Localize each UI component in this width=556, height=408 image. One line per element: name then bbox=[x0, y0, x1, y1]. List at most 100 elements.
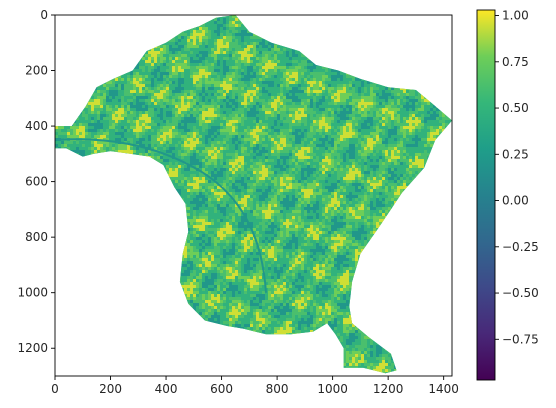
heatmap-cell bbox=[202, 60, 205, 63]
heatmap-cell bbox=[403, 90, 406, 93]
heatmap-cell bbox=[319, 87, 322, 90]
heatmap-cell bbox=[226, 87, 229, 90]
heatmap-cell bbox=[319, 93, 322, 96]
heatmap-cell bbox=[133, 69, 136, 72]
heatmap-cell bbox=[130, 72, 133, 75]
heatmap-cell bbox=[256, 99, 259, 102]
heatmap-cell bbox=[199, 102, 202, 105]
heatmap-cell bbox=[181, 57, 184, 60]
heatmap-cell bbox=[154, 72, 157, 75]
heatmap-cell bbox=[238, 126, 241, 129]
heatmap-cell bbox=[418, 117, 421, 120]
heatmap-cell bbox=[106, 108, 109, 111]
heatmap-cell bbox=[229, 90, 232, 93]
heatmap-cell bbox=[241, 120, 244, 123]
heatmap-cell bbox=[124, 105, 127, 108]
heatmap-cell bbox=[184, 117, 187, 120]
heatmap-cell bbox=[364, 96, 367, 99]
heatmap-cell bbox=[373, 96, 376, 99]
heatmap-cell bbox=[397, 108, 400, 111]
heatmap-cell bbox=[136, 90, 139, 93]
heatmap-cell bbox=[319, 111, 322, 114]
heatmap-cell bbox=[328, 87, 331, 90]
heatmap-cell bbox=[115, 78, 118, 81]
heatmap-cell bbox=[268, 42, 271, 45]
heatmap-cell bbox=[352, 105, 355, 108]
heatmap-cell bbox=[121, 87, 124, 90]
heatmap-cell bbox=[439, 111, 442, 114]
heatmap-cell bbox=[358, 102, 361, 105]
heatmap-cell bbox=[346, 108, 349, 111]
heatmap-cell bbox=[292, 90, 295, 93]
heatmap-cell bbox=[292, 111, 295, 114]
heatmap-cell bbox=[229, 81, 232, 84]
heatmap-cell bbox=[388, 123, 391, 126]
heatmap-cell bbox=[349, 99, 352, 102]
heatmap-cell bbox=[400, 111, 403, 114]
heatmap-cell bbox=[253, 117, 256, 120]
heatmap-cell bbox=[112, 81, 115, 84]
heatmap-cell bbox=[85, 105, 88, 108]
heatmap-cell bbox=[193, 78, 196, 81]
heatmap-cell bbox=[256, 117, 259, 120]
heatmap-cell bbox=[265, 102, 268, 105]
heatmap-cell bbox=[181, 93, 184, 96]
heatmap-cell bbox=[160, 72, 163, 75]
heatmap-cell bbox=[283, 93, 286, 96]
heatmap-cell bbox=[424, 117, 427, 120]
heatmap-cell bbox=[241, 99, 244, 102]
heatmap-cell bbox=[286, 99, 289, 102]
heatmap-cell bbox=[430, 123, 433, 126]
heatmap-cell bbox=[151, 93, 154, 96]
heatmap-cell bbox=[292, 123, 295, 126]
heatmap-cell bbox=[94, 99, 97, 102]
heatmap-cell bbox=[310, 108, 313, 111]
heatmap-cell bbox=[301, 75, 304, 78]
heatmap-cell bbox=[139, 75, 142, 78]
heatmap-cell bbox=[274, 81, 277, 84]
heatmap-cell bbox=[259, 60, 262, 63]
heatmap-cell bbox=[190, 123, 193, 126]
heatmap-cell bbox=[289, 105, 292, 108]
heatmap-cell bbox=[271, 102, 274, 105]
heatmap-cell bbox=[223, 111, 226, 114]
heatmap-cell bbox=[244, 42, 247, 45]
heatmap-cell bbox=[244, 51, 247, 54]
heatmap-cell bbox=[313, 66, 316, 69]
heatmap-cell bbox=[154, 117, 157, 120]
heatmap-cell bbox=[139, 69, 142, 72]
heatmap-cell bbox=[253, 69, 256, 72]
heatmap-cell bbox=[274, 90, 277, 93]
heatmap-cell bbox=[220, 30, 223, 33]
heatmap-cell bbox=[181, 48, 184, 51]
heatmap-cell bbox=[289, 84, 292, 87]
heatmap-cell bbox=[178, 78, 181, 81]
heatmap-cell bbox=[280, 69, 283, 72]
heatmap-cell bbox=[289, 60, 292, 63]
heatmap-cell bbox=[406, 117, 409, 120]
heatmap-cell bbox=[193, 81, 196, 84]
heatmap-cell bbox=[301, 60, 304, 63]
heatmap-cell bbox=[202, 63, 205, 66]
heatmap-cell bbox=[349, 81, 352, 84]
heatmap-cell bbox=[328, 108, 331, 111]
heatmap-cell bbox=[220, 36, 223, 39]
heatmap-cell bbox=[217, 69, 220, 72]
heatmap-cell bbox=[136, 81, 139, 84]
heatmap-cell bbox=[271, 63, 274, 66]
heatmap-cell bbox=[238, 60, 241, 63]
heatmap-cell bbox=[136, 93, 139, 96]
heatmap-cell bbox=[208, 78, 211, 81]
heatmap-cell bbox=[190, 57, 193, 60]
heatmap-cell bbox=[229, 126, 232, 129]
heatmap-cell bbox=[58, 126, 61, 129]
heatmap-cell bbox=[310, 72, 313, 75]
heatmap-cell bbox=[415, 117, 418, 120]
heatmap-cell bbox=[220, 39, 223, 42]
heatmap-cell bbox=[304, 60, 307, 63]
heatmap-cell bbox=[133, 126, 136, 129]
heatmap-cell bbox=[247, 108, 250, 111]
heatmap-cell bbox=[328, 117, 331, 120]
heatmap-cell bbox=[232, 69, 235, 72]
heatmap-cell bbox=[268, 75, 271, 78]
